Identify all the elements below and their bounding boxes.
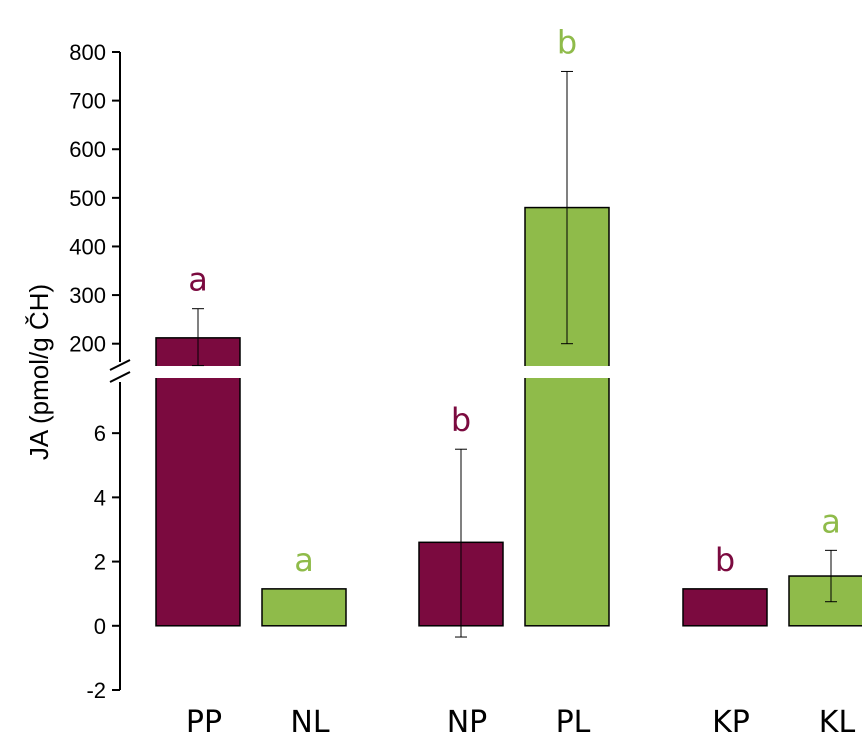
axis-break-mark xyxy=(109,359,131,371)
axis-break-mark xyxy=(109,371,131,383)
significance-label: b xyxy=(715,541,735,579)
x-tick-label: KP xyxy=(712,705,750,738)
y-upper-tick-label: 700 xyxy=(69,89,106,114)
x-tick-label: PP xyxy=(186,705,222,738)
y-lower-tick-label: -2 xyxy=(86,678,106,703)
y-upper-tick-label: 500 xyxy=(69,186,106,211)
y-upper-tick-label: 300 xyxy=(69,283,106,308)
y-axis-label: JA (pmol/g ČH) xyxy=(24,284,54,460)
significance-label: b xyxy=(451,401,471,439)
x-tick-label: PL xyxy=(556,705,591,738)
bar-nl xyxy=(261,588,347,627)
x-tick-label: KL xyxy=(819,705,856,738)
y-upper-tick-label: 200 xyxy=(69,332,106,357)
significance-label: a xyxy=(188,261,208,299)
y-upper-tick-label: 400 xyxy=(69,234,106,259)
y-lower-tick-label: 6 xyxy=(94,421,106,446)
y-lower-tick-label: 0 xyxy=(94,614,106,639)
y-axis: -2 0 2 4 6 200 300 400 500 600 700 800 xyxy=(69,40,131,703)
bar-pp xyxy=(155,337,241,627)
labels: a PP a NL b NP b PL b KP a KL xyxy=(186,23,856,738)
bar-kl xyxy=(788,575,862,627)
y-lower-tick-label: 2 xyxy=(94,550,106,575)
significance-label: b xyxy=(557,23,577,61)
bar-kp xyxy=(682,588,768,627)
bar-break-gap xyxy=(154,366,242,378)
bars xyxy=(154,70,862,638)
y-lower-tick-label: 4 xyxy=(94,485,106,510)
y-upper-tick-label: 600 xyxy=(69,137,106,162)
y-upper-tick-label: 800 xyxy=(69,40,106,65)
bar-break-gap xyxy=(523,366,611,378)
significance-label: a xyxy=(821,502,841,540)
x-tick-label: NL xyxy=(290,705,329,738)
significance-label: a xyxy=(294,541,314,579)
x-tick-label: NP xyxy=(447,705,488,738)
